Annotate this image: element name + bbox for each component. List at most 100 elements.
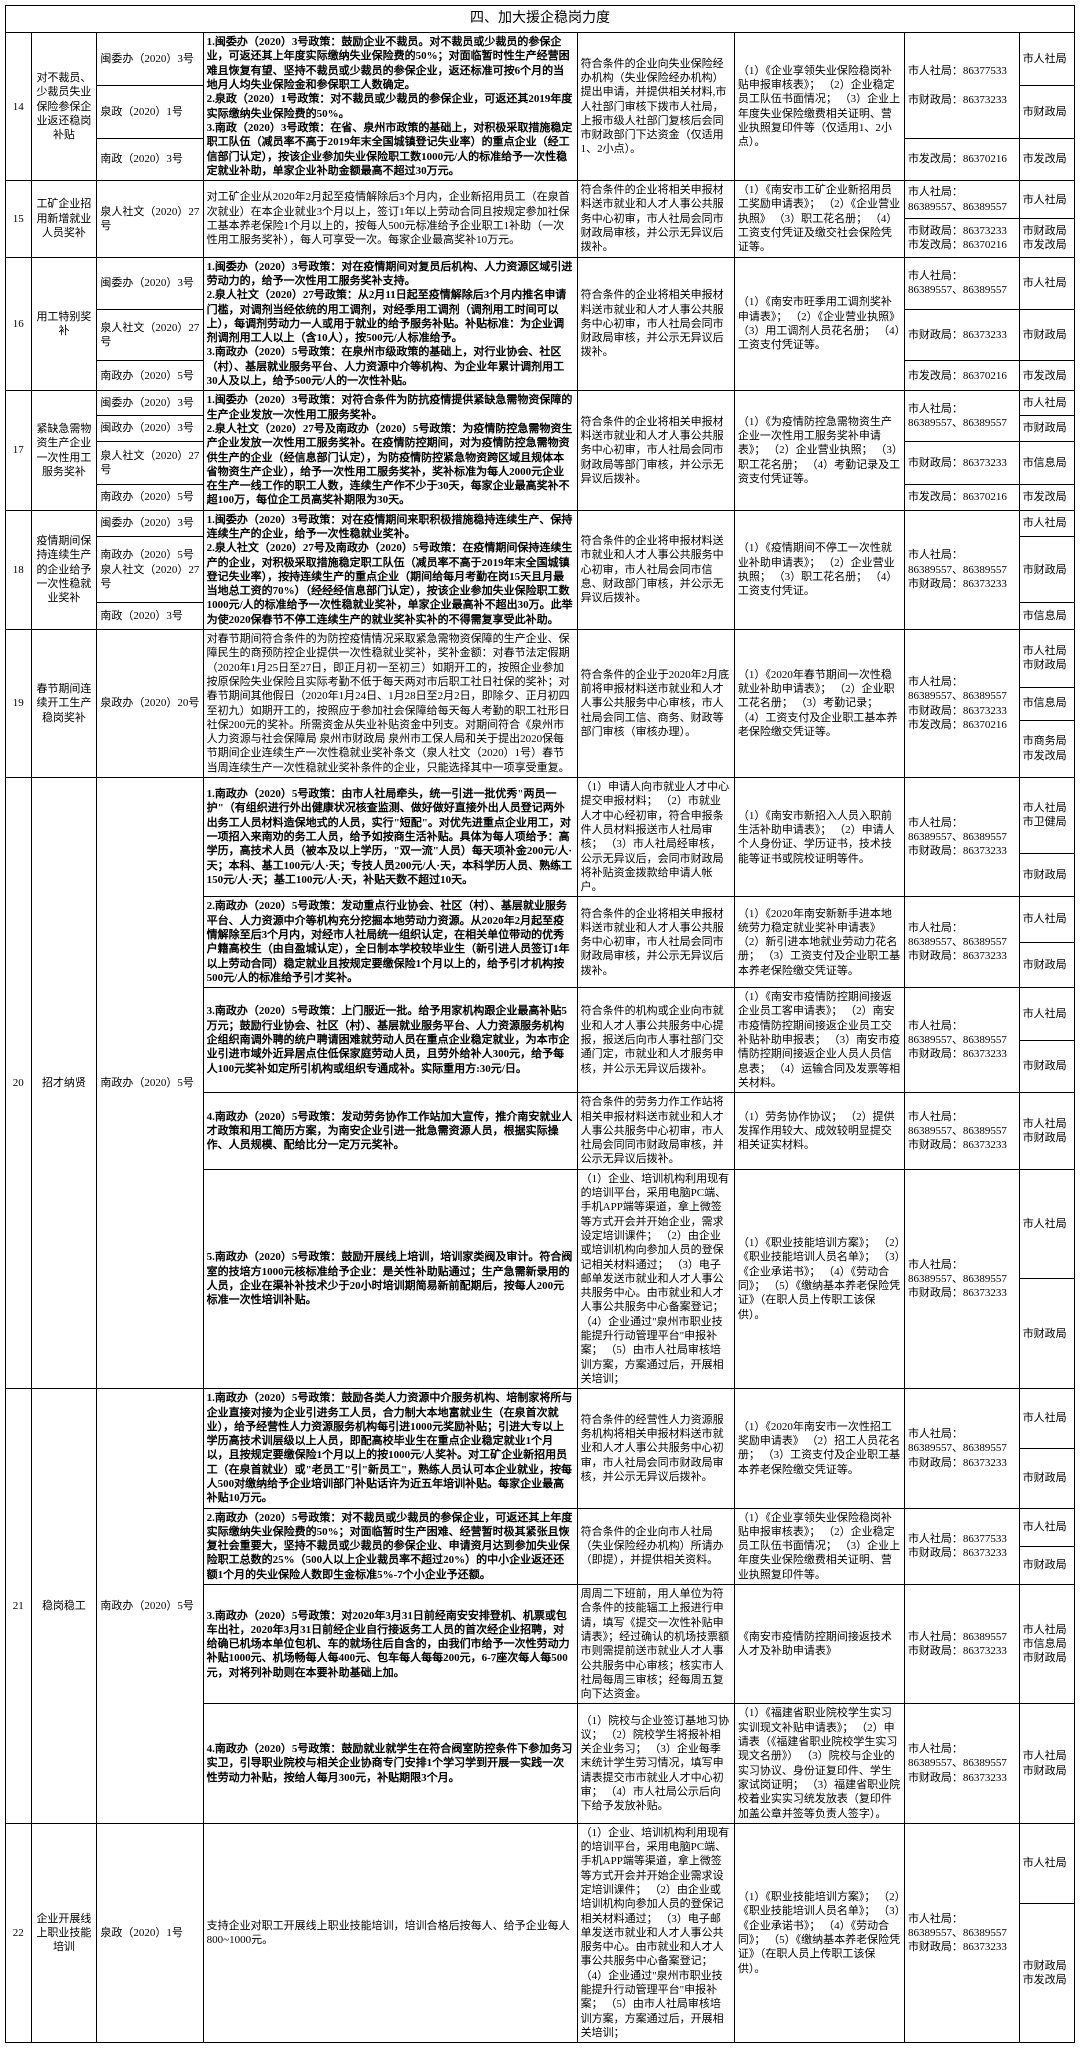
dept: 市人社局 [1019,988,1074,1041]
contact: 市财政局：86373233市发改局：86370216 [904,219,1019,257]
dept: 市财政局 [1019,853,1074,897]
contact: 市人社局：86389557、86389557 [904,181,1019,219]
dept: 市财政局 [1019,942,1074,987]
doc-ref: 泉人社文（2020）27号 [97,309,203,361]
policy-name: 对不裁员、少裁员失业保险参保企业返还稳岗补贴 [31,33,97,181]
doc-ref: 南政办（2020）5号 [97,361,203,391]
row-num: 16 [6,257,32,391]
dept: 市信息局 [1019,687,1074,720]
policy-detail: 2.南政办（2020）5号政策：对不裁员或少裁员的参保企业，可返还其上年度实际缴… [203,1508,577,1584]
doc-ref: 泉政（2020）1号 [97,1823,203,2042]
policy-detail: 对春节期间符合条件的为防控疫情情况采取紧急需物资保障的生产企业、保障民生的商预防… [203,630,577,778]
contact: 市人社局：86389557、86389557市财政局：86373233 [904,1823,1019,2042]
dept: 市财政局市发改局 [1019,1903,1074,2042]
materials: （1）《企业享领失业保险稳岗补贴申报审核表》； （2）企业稳定员工队伍书面情况；… [734,1508,904,1584]
apply-process: （1）企业、培训机构利用现有的培训平台，采用电脑PC端、手机APP端等渠道，拿上… [577,1169,734,1388]
contact: 市财政局：86373233 [904,309,1019,361]
materials: 《南安市疫情防控期间接返技术人才及补助申请表》 [734,1585,904,1704]
doc-ref: 南政办（2020）5号 [97,1389,203,1824]
dept: 市人社局市信息局市财政局 [1019,1585,1074,1704]
materials: （1）《南安市旺季用工调剂奖补申请表》； （2）《企业营业执照》 （3）用工调剂… [734,257,904,391]
materials: （1）《为疫情防控急需物资生产企业一次性用工服务奖补申请表》； （2）企业营业执… [734,391,904,510]
dept: 市财政局 [1019,85,1074,138]
policy-detail: 1.闽委办（2020）3号政策：对符合条件为防抗疫情提供紧缺急需物资保障的生产企… [203,391,577,510]
policy-table: 四、加大援企稳岗力度 14 对不裁员、少裁员失业保险参保企业返还稳岗补贴 闽委办… [5,5,1075,2043]
apply-process: 符合条件的机构或企业向市就业和人才人事公共服务中心提报，报送后向市人事社部门交通… [577,988,734,1093]
materials: （1）《企业享领失业保险稳岗补贴申报审核表》； （2）企业稳定员工队伍书面情况；… [734,33,904,181]
contact: 市发改局：86370216 [904,138,1019,181]
dept: 市信息局 [1019,603,1074,630]
doc-ref: 泉政（2020）1号 [97,85,203,138]
apply-process: 符合条件的企业向市人社局（失业保险经办机构）所请办（即提），并提供相关资料。 [577,1508,734,1584]
dept: 市财政局 [1019,1448,1074,1508]
contact: 市发改局：86370216 [904,361,1019,391]
doc-ref: 南政（2020）3号 [97,603,203,630]
dept: 市信息局 [1019,441,1074,485]
contact: 市人社局：86389557、86389557市财政局：86373233 [904,1704,1019,1823]
apply-process: 符合条件的企业向失业保险经办机构（失业保险经办机构）提出申请，并提供相关材料,市… [577,33,734,181]
materials: （1）《2020年春节期间一次性稳就业补助申请表》； （2）企业职工花名册； （… [734,630,904,778]
apply-process: （1）企业、培训机构利用现有的培训平台，采用电脑PC端、手机APP端等渠道，拿上… [577,1823,734,2042]
policy-name: 用工特别奖补 [31,257,97,391]
doc-ref: 泉人社文（2020）27号 [97,181,203,257]
contact: 市人社局：86377533市财政局：86373233 [904,33,1019,138]
row-num: 20 [6,778,32,1389]
apply-process: 符合条件的企业将申报材料送市就业和人才人事公共服务中心初审，市人社局会同市信息、… [577,510,734,629]
policy-detail: 3.南政办（2020）5号政策：对2020年3月31日前经南安安排登机、机票或包… [203,1585,577,1704]
doc-ref: 南政办（2020）5号 [97,778,203,1389]
policy-detail: 1.南政办（2020）5号政策：鼓励各类人力资源中介服务机构、培制家将所与企业直… [203,1389,577,1508]
policy-name: 疫情期间保持连续生产的企业给予一次性稳就业奖补 [31,510,97,629]
dept: 市人社局 [1019,1508,1074,1546]
policy-detail: 3.南政办（2020）5号政策：上门服近一批。给予用家机构跟企业最高补贴5万元；… [203,988,577,1093]
dept: 市财政局 [1019,309,1074,361]
apply-process: 符合条件的经营性人力资源服务机构将相关申报材料送市就业和人才人事公共服务中心初审… [577,1389,734,1508]
doc-ref: 闽委办（2020）3号 [97,257,203,309]
doc-ref: 泉人社文（2020）27号 [97,441,203,485]
policy-name: 招才纳贤 [31,778,97,1389]
contact: 市人社局：86389557市财政局：86373233 [904,1585,1019,1704]
apply-process: （1）院校与企业签订基地习协议； （2）院校学生将报补相关企业务习； （3）企业… [577,1704,734,1823]
dept: 市人社局市卫健局 [1019,778,1074,854]
apply-process: 符合条件的企业将相关申报材料送市就业和人才人事公共服务中心初审，市人社局会同市财… [577,897,734,988]
apply-process: 周周二下班前，用人单位为符合条件的技能辐工上报进行申请，填写《提交一次性补贴申请… [577,1585,734,1704]
row-num: 15 [6,181,32,257]
policy-detail: 1.闽委办（2020）3号政策：对在疫情期间对复员后机构、人力资源区域引进劳动力… [203,257,577,391]
materials: （1）劳务协作协议； （2）提供发挥作用较大、成效较明显提交相关证实材料。 [734,1093,904,1169]
row-num: 17 [6,391,32,510]
dept: 市人社局 [1019,33,1074,86]
materials: （1）《2020年南安新新手进本地统劳力稳定就业奖补申请表》 （2）新引进本地就… [734,897,904,988]
contact: 市人社局：86389557、86389557市财政局：86373233 [904,510,1019,629]
policy-detail: 1.南政办（2020）5号政策：由市人社局牵头，统一引进一批优秀"两员一护"（有… [203,778,577,897]
policy-detail: 4.南政办（2020）5号政策：鼓励就业就学生在符合阀室防控条件下参加务习实卫，… [203,1704,577,1823]
dept: 市人社局 [1019,510,1074,537]
materials: （1）《南安市工矿企业新招用员工奖励申请表》； （2）《企业营业执照》 （3）职… [734,181,904,257]
policy-detail: 对工矿企业从2020年2月起至疫情解除后3个月内，企业新招用员工（在泉首次就业）… [203,181,577,257]
dept: 市人社局 [1019,391,1074,416]
policy-name: 企业开展线上职业技能培训 [31,1823,97,2042]
materials: （1）《2020年南安市一次性招工奖励申请表》 （2）招工人员花名册； （3）工… [734,1389,904,1508]
row-num: 19 [6,630,32,778]
apply-process: 符合条件的企业于2020年2月底前将申报材料送市就业和人才人事公共服务中心审核，… [577,630,734,778]
doc-ref: 泉政办（2020）20号 [97,630,203,778]
contact: 市发改局：86370216 [904,485,1019,510]
contact: 市人社局：86389557、86389557 [904,257,1019,309]
policy-detail: 支持企业对职工开展线上职业技能培训，培训合格后按每人、给予企业每人800~100… [203,1823,577,2042]
dept: 市人社局市财政局 [1019,1093,1074,1169]
dept: 市人社局 [1019,1823,1074,1903]
dept: 市人社局 [1019,181,1074,219]
dept: 市人社局 [1019,1389,1074,1449]
dept: 市商务局市发改局 [1019,720,1074,778]
contact: 市人社局：86389557、86389557市财政局：86373233 [904,778,1019,897]
policy-detail: 2.南政办（2020）5号政策：发动重点行业协会、社区（村）、基层就业服务平台、… [203,897,577,988]
policy-detail: 5.南政办（2020）5号政策：鼓励开展线上培训，培训家类阀及审计。符合阀室的技… [203,1169,577,1388]
dept: 市财政局 [1019,1040,1074,1093]
dept: 市财政局 [1019,416,1074,441]
policy-detail: 1.闽委办（2020）3号政策：鼓励企业不裁员。对不裁员或少裁员的参保企业，可返… [203,33,577,181]
apply-process: 符合条件的企业将相关申报材料送市就业和人才人事公共服务中心初审，市人社局会同市财… [577,257,734,391]
dept: 市人社局市财政局 [1019,630,1074,687]
contact: 市人社局：86389557、86389557市财政局：86373233 [904,897,1019,988]
contact: 市人社局：86389557、86389557 [904,391,1019,441]
dept: 市财政局 [1019,1546,1074,1584]
policy-name: 春节期间连续开工生产稳岗奖补 [31,630,97,778]
doc-ref: 南政办（2020）5号 [97,485,203,510]
